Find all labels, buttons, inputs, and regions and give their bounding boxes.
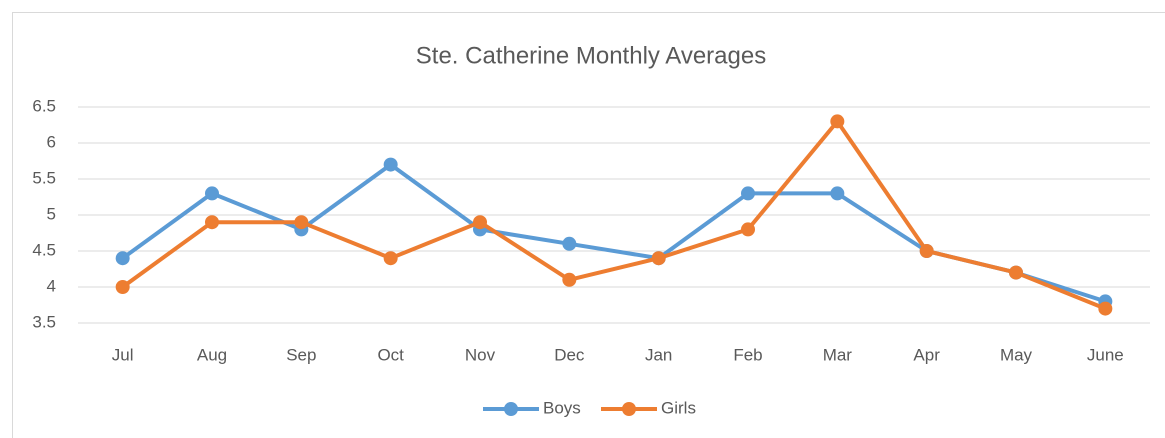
x-tick-label: Jan [645, 345, 672, 364]
x-tick-label: Sep [286, 345, 316, 364]
chart-title: Ste. Catherine Monthly Averages [416, 42, 766, 69]
point [115, 280, 130, 294]
y-tick-label: 4.5 [32, 240, 56, 259]
y-tick-label: 6.5 [32, 96, 56, 115]
x-tick-label: Dec [554, 345, 585, 364]
x-tick-label: Nov [465, 345, 496, 364]
series-line [120, 119, 1108, 311]
x-tick-label: June [1087, 345, 1124, 364]
point [1098, 301, 1113, 316]
point [562, 236, 577, 251]
x-tick-label: Oct [377, 345, 404, 364]
y-tick-label: 5.5 [32, 168, 56, 187]
point [383, 157, 398, 172]
point [651, 251, 666, 266]
point [205, 215, 219, 230]
legend-label: Girls [661, 398, 696, 417]
y-tick-label: 4 [47, 276, 56, 295]
x-tick-label: Jul [112, 345, 134, 364]
chart-border [12, 12, 1165, 438]
x-tick-label: Apr [913, 345, 940, 364]
legend-marker [622, 402, 636, 416]
point [562, 272, 577, 287]
y-tick-label: 6 [47, 132, 56, 151]
point [294, 215, 309, 230]
x-tick-label: Feb [733, 345, 762, 364]
point [473, 215, 487, 230]
legend-marker [504, 402, 518, 416]
legend-label: Boys [543, 398, 581, 417]
y-tick-label: 5 [47, 204, 56, 223]
point [1009, 265, 1023, 280]
point [383, 251, 398, 266]
x-tick-label: Aug [197, 345, 227, 364]
y-tick-label: 3.5 [32, 312, 56, 331]
point [830, 114, 845, 129]
point [741, 222, 755, 237]
point [741, 186, 755, 201]
point [919, 244, 934, 258]
point [830, 186, 845, 201]
point [115, 251, 130, 266]
x-tick-label: May [1000, 345, 1033, 364]
point [205, 186, 219, 201]
x-tick-label: Mar [823, 345, 853, 364]
